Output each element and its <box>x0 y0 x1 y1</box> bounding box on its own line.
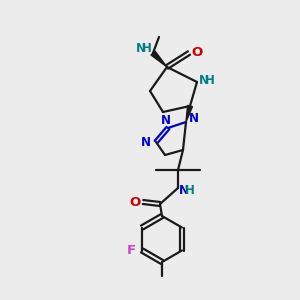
Text: O: O <box>191 46 203 59</box>
Text: H: H <box>205 74 215 86</box>
Text: F: F <box>127 244 136 257</box>
Text: H: H <box>185 184 195 196</box>
Text: H: H <box>142 43 152 56</box>
Text: N: N <box>136 43 146 56</box>
Text: N: N <box>189 112 199 124</box>
Text: O: O <box>129 196 141 208</box>
Text: N: N <box>141 136 151 148</box>
Text: N: N <box>161 113 171 127</box>
Text: N: N <box>179 184 189 196</box>
Polygon shape <box>186 105 192 122</box>
Text: N: N <box>199 74 209 86</box>
Polygon shape <box>151 51 167 67</box>
